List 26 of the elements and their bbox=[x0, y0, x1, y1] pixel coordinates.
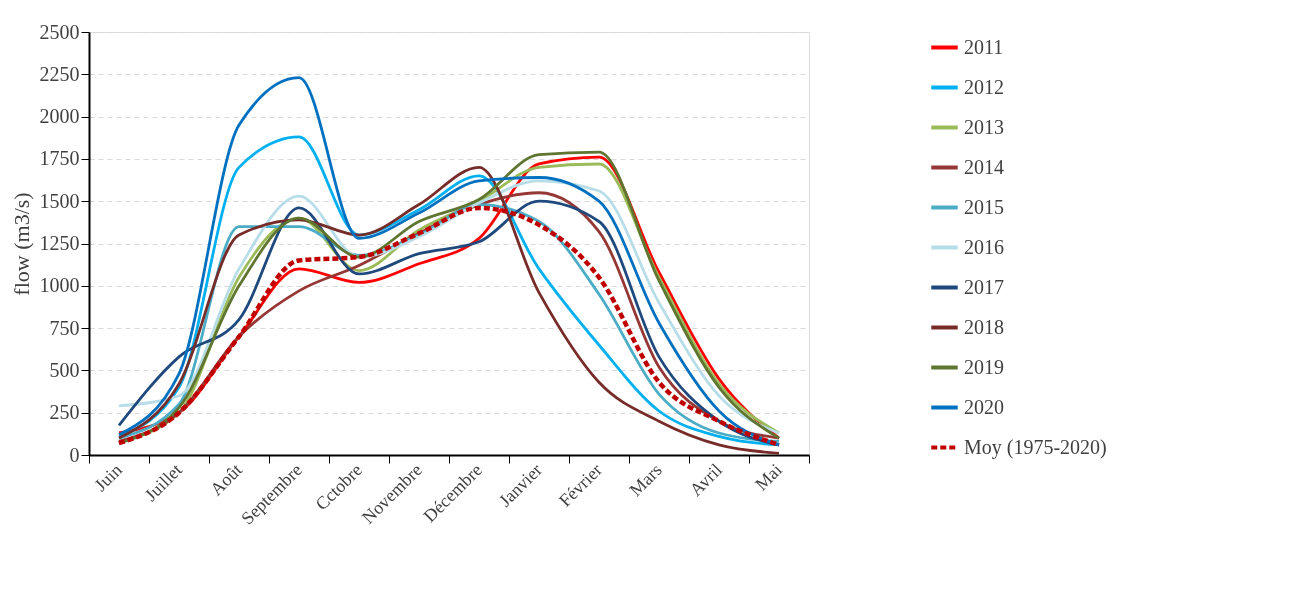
x-tick-label: Mai bbox=[751, 459, 786, 495]
y-tick-label: 1750 bbox=[39, 147, 80, 170]
x-tick-label: Juin bbox=[90, 459, 126, 496]
legend-label: 2017 bbox=[964, 275, 1004, 298]
y-tick-label: 1250 bbox=[39, 232, 80, 254]
y-tick-label: 1500 bbox=[39, 189, 80, 212]
legend-label: 2018 bbox=[964, 315, 1004, 338]
y-tick-label: 500 bbox=[49, 358, 80, 381]
legend-label: 2020 bbox=[964, 395, 1004, 418]
y-axis-title: flow (m3/s) bbox=[8, 192, 34, 296]
y-tick-label: 2500 bbox=[39, 20, 80, 43]
y-tick-label: 0 bbox=[69, 443, 80, 466]
y-tick-label: 250 bbox=[49, 401, 80, 424]
legend-label: 2013 bbox=[964, 115, 1004, 138]
y-tick-label: 750 bbox=[49, 316, 80, 339]
legend-label: 2019 bbox=[964, 355, 1004, 378]
legend-label: 2012 bbox=[964, 75, 1004, 98]
y-tick-label: 1000 bbox=[39, 274, 80, 297]
legend-label: 2016 bbox=[964, 235, 1004, 258]
legend-label: 2015 bbox=[964, 195, 1004, 218]
legend-label: 2011 bbox=[964, 35, 1004, 58]
y-tick-label: 2250 bbox=[39, 62, 80, 85]
legend-label: 2014 bbox=[964, 155, 1004, 178]
legend-label: Moy (1975-2020) bbox=[964, 435, 1107, 459]
y-tick-label: 2000 bbox=[39, 105, 80, 128]
line-series bbox=[117, 76, 781, 447]
